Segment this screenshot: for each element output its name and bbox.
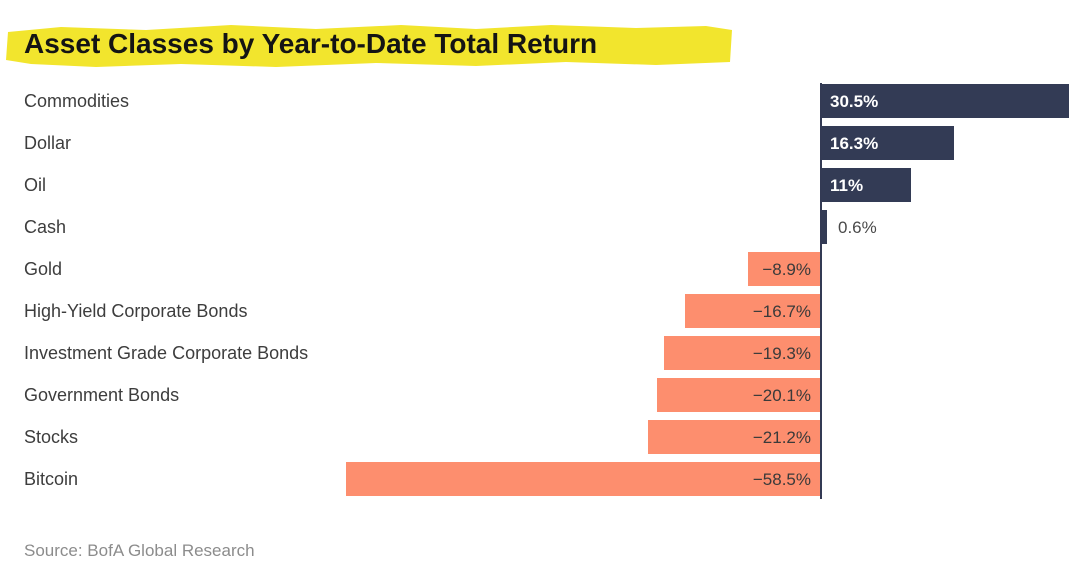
- bar: [822, 210, 827, 244]
- bar: [685, 294, 820, 328]
- marker-highlight-shape: [6, 25, 732, 67]
- value-label: −8.9%: [762, 260, 811, 279]
- category-label: Government Bonds: [24, 385, 180, 405]
- category-label: Investment Grade Corporate Bonds: [24, 343, 309, 363]
- value-label: −16.7%: [752, 302, 811, 321]
- value-label: −58.5%: [752, 470, 811, 489]
- category-label: Cash: [24, 217, 67, 237]
- value-label: −20.1%: [752, 386, 811, 405]
- value-label: 0.6%: [838, 218, 877, 237]
- category-label: Stocks: [24, 427, 79, 447]
- bar: [664, 336, 820, 370]
- bar: [648, 420, 820, 454]
- category-label: Gold: [24, 259, 63, 279]
- source-caption: Source: BofA Global Research: [24, 541, 255, 560]
- page-title: Asset Classes by Year-to-Date Total Retu…: [24, 28, 598, 59]
- category-label: High-Yield Corporate Bonds: [24, 301, 248, 321]
- category-label: Oil: [24, 175, 46, 195]
- value-label: 30.5%: [830, 92, 879, 111]
- category-label: Dollar: [24, 133, 72, 153]
- value-label: 11%: [830, 176, 864, 195]
- bar: [346, 462, 820, 496]
- bar: [822, 84, 1069, 118]
- bar: [822, 168, 911, 202]
- zero-axis-line: [820, 83, 822, 499]
- value-label: −19.3%: [752, 344, 811, 363]
- value-label: 16.3%: [830, 134, 879, 153]
- category-label: Bitcoin: [24, 469, 79, 489]
- marker-highlight-icon: [6, 25, 732, 67]
- category-label: Commodities: [24, 91, 130, 111]
- bar: [748, 252, 820, 286]
- bar: [822, 126, 954, 160]
- value-label: −21.2%: [752, 428, 811, 447]
- bar: [657, 378, 820, 412]
- title-block: Asset Classes by Year-to-Date Total Retu…: [6, 20, 732, 70]
